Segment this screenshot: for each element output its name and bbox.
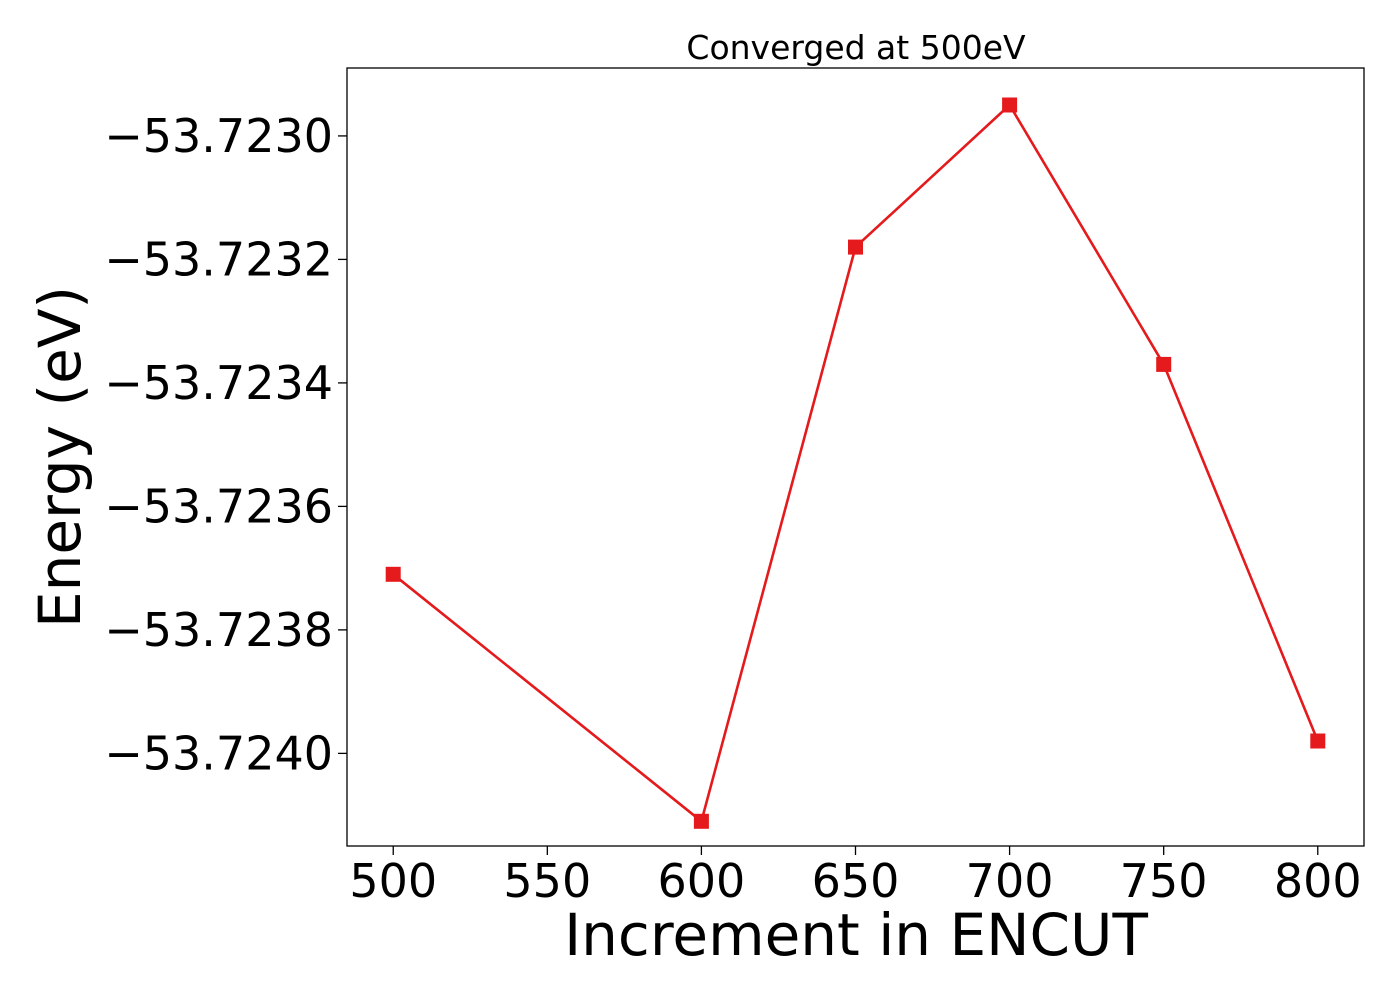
y-axis-label: Energy (eV) [26, 286, 94, 628]
data-point [385, 566, 401, 582]
x-tick-label: 700 [966, 854, 1054, 908]
data-point [1156, 356, 1172, 372]
y-tick-label: −53.7236 [104, 479, 333, 533]
data-point [1310, 733, 1326, 749]
data-point [693, 813, 709, 829]
data-point [1002, 97, 1018, 113]
chart-title: Converged at 500eV [686, 28, 1026, 67]
y-axis-ticks: −53.7230 −53.7232 −53.7234 −53.7236 −53.7238… [104, 109, 347, 780]
y-tick-label: −53.7240 [104, 726, 333, 780]
y-tick-label: −53.7238 [104, 603, 333, 657]
x-tick-label: 800 [1274, 854, 1362, 908]
x-tick-label: 750 [1120, 854, 1208, 908]
data-point [848, 239, 863, 255]
x-tick-label: 500 [349, 854, 437, 908]
series-layer [385, 97, 1326, 829]
x-tick-label: 550 [503, 854, 591, 908]
x-tick-label: 600 [658, 854, 746, 908]
y-tick-label: −53.7234 [104, 356, 333, 410]
x-axis-ticks: 500 550 600 650 700 750 800 [349, 846, 1362, 908]
x-tick-label: 650 [812, 854, 900, 908]
x-axis-label: Increment in ENCUT [564, 901, 1148, 969]
y-tick-label: −53.7232 [104, 232, 333, 286]
series-line [392, 103, 1320, 823]
y-tick-label: −53.7230 [104, 109, 333, 163]
